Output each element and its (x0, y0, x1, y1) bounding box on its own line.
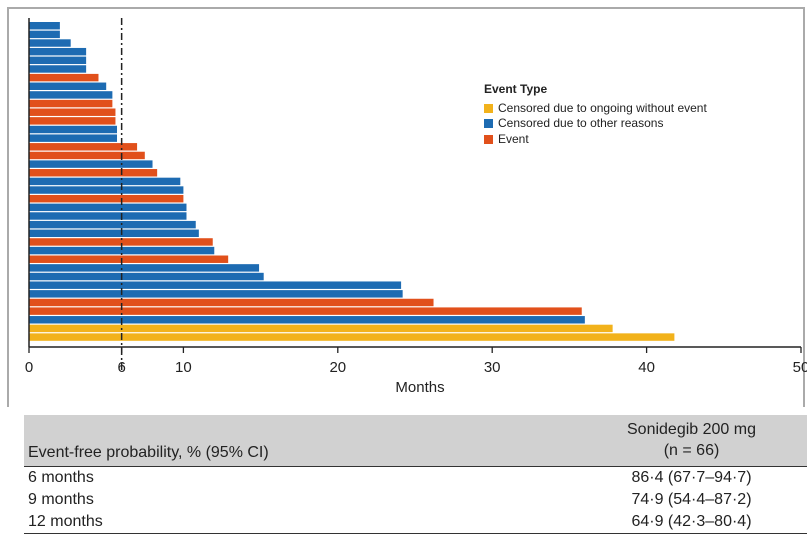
x-tick-label: 0 (25, 359, 33, 376)
table-bottom-rule (24, 533, 807, 534)
x-tick-label: 50 (793, 359, 807, 376)
legend-label-other: Censored due to other reasons (498, 116, 664, 130)
legend-label-event: Event (498, 131, 529, 146)
bar-orange (29, 143, 138, 151)
bar-orange (29, 238, 213, 246)
bar-blue (29, 290, 403, 298)
table-header-n: (n = 66) (663, 442, 720, 459)
bar-blue (29, 22, 60, 30)
bar-blue (29, 186, 184, 194)
row-label: 6 months (28, 469, 94, 486)
chart-frame (7, 7, 805, 407)
chart-legend: Event Type Censored due to ongoing witho… (484, 82, 707, 147)
table-row: 9 months 74·9 (54·4–87·2) (24, 489, 807, 511)
bar-blue (29, 134, 118, 142)
bar-orange (29, 108, 116, 116)
bar-blue (29, 177, 181, 186)
bar-blue (29, 30, 60, 39)
bar-blue (29, 160, 153, 168)
bar-orange (29, 169, 158, 177)
bar-orange (29, 194, 184, 203)
bar-blue (29, 91, 113, 99)
bar-blue (29, 281, 402, 289)
legend-swatch-blue (484, 119, 493, 129)
bar-orange (29, 298, 434, 307)
x-tick-label: 6 (117, 359, 125, 376)
bar-yellow (29, 333, 675, 341)
bar-orange (29, 255, 229, 263)
legend-item-ongoing: Censored due to ongoing without event (484, 101, 707, 117)
table-header-left: Event-free probability, % (95% CI) (28, 444, 269, 461)
legend-item-event: Event (484, 132, 707, 148)
bar-blue (29, 246, 215, 255)
bar-orange (29, 151, 145, 160)
bar-blue (29, 203, 187, 212)
bar-blue (29, 212, 187, 220)
bar-blue (29, 220, 196, 229)
row-value: 86·4 (67·7–94·7) (631, 469, 752, 486)
bar-blue (29, 39, 71, 47)
bar-blue (29, 272, 264, 281)
bar-blue (29, 65, 87, 73)
event-free-table: Event-free probability, % (95% CI) Sonid… (24, 415, 807, 534)
legend-title: Event Type (484, 82, 548, 96)
x-tick-label: 30 (484, 359, 501, 376)
bar-blue (29, 229, 199, 238)
x-axis-label: Months (395, 379, 444, 396)
legend-swatch-orange (484, 134, 493, 144)
row-value: 74·9 (54·4–87·2) (631, 491, 752, 508)
bar-blue (29, 82, 107, 90)
bar-blue (29, 264, 260, 272)
bar-blue (29, 125, 118, 134)
bar-orange (29, 99, 113, 108)
bar-blue (29, 316, 585, 324)
table-header-drug: Sonidegib 200 mg (627, 421, 756, 438)
bar-orange (29, 307, 582, 315)
table-header-right: Sonidegib 200 mg (n = 66) (569, 419, 807, 461)
row-value: 64·9 (42·3–80·4) (631, 513, 752, 530)
row-label: 12 months (28, 513, 103, 530)
bar-blue (29, 56, 87, 65)
table-header: Event-free probability, % (95% CI) Sonid… (24, 415, 807, 467)
table-row: 6 months 86·4 (67·7–94·7) (24, 467, 807, 489)
swimmer-bar-chart: 0 6 10 20 30 40 50 Months (25, 18, 807, 396)
bar-blue (29, 47, 87, 56)
bar-orange (29, 73, 99, 82)
bar-yellow (29, 324, 613, 333)
bar-orange (29, 117, 116, 125)
x-tick-label: 20 (329, 359, 346, 376)
x-tick-label: 40 (638, 359, 655, 376)
x-tick-label: 10 (175, 359, 192, 376)
legend-swatch-yellow (484, 103, 493, 113)
legend-item-other: Censored due to other reasons (484, 116, 707, 132)
table-row: 12 months 64·9 (42·3–80·4) (24, 511, 807, 533)
legend-label-ongoing: Censored due to ongoing without event (498, 100, 707, 115)
row-label: 9 months (28, 491, 94, 508)
